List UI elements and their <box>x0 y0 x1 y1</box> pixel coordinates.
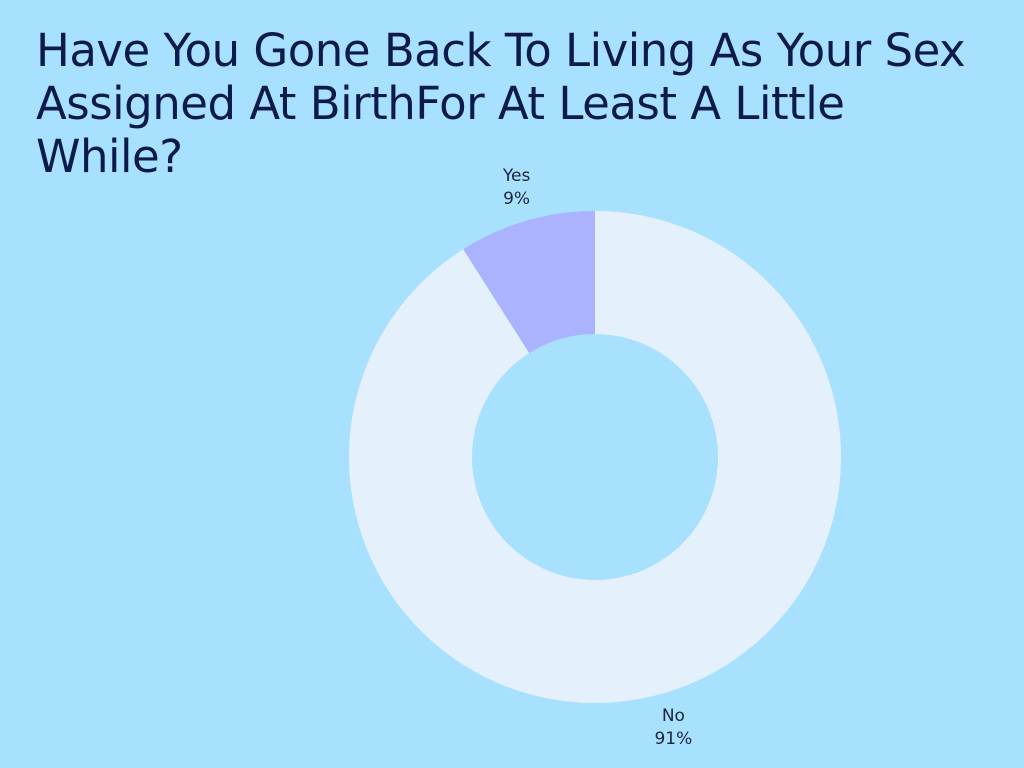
slice <box>349 211 842 703</box>
slice <box>463 211 595 354</box>
category-label: Yes <box>502 166 531 186</box>
value-label: 9% <box>503 189 530 209</box>
category-label: No <box>662 706 685 726</box>
chart-title: Have You Gone Back To Living As Your Sex… <box>36 24 966 183</box>
value-label: 91% <box>654 729 692 749</box>
